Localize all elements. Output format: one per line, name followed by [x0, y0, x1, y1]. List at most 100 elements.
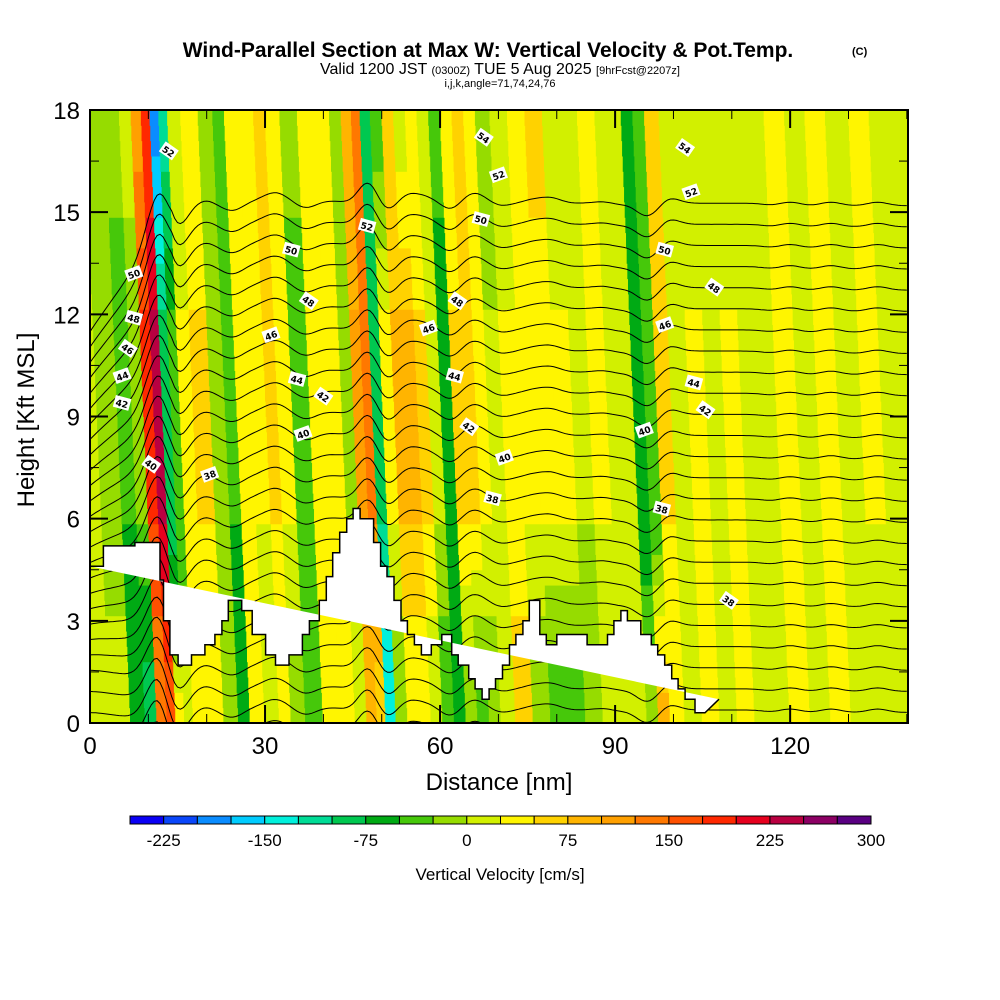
velocity-cell	[737, 309, 756, 326]
velocity-cell	[307, 355, 326, 372]
velocity-cell	[711, 110, 730, 126]
velocity-cell	[869, 615, 892, 632]
contour-label-text: 50	[283, 245, 298, 258]
velocity-cell	[366, 462, 376, 479]
velocity-cell	[855, 278, 877, 295]
velocity-cell	[383, 155, 397, 172]
velocity-cell	[458, 278, 472, 295]
velocity-cell	[284, 217, 303, 234]
velocity-cell	[165, 692, 176, 709]
velocity-cell	[168, 554, 179, 571]
velocity-cell	[261, 309, 275, 326]
velocity-cell	[213, 477, 230, 494]
contour-label-bg	[112, 395, 132, 411]
velocity-cell	[669, 692, 685, 709]
chart-subtitle-params: i,j,k,angle=71,74,24,76	[444, 78, 555, 90]
velocity-cell	[421, 217, 434, 234]
velocity-cell	[622, 140, 635, 157]
velocity-cell	[405, 677, 419, 693]
velocity-cell	[249, 355, 265, 372]
velocity-cell	[700, 263, 719, 280]
velocity-cell	[212, 447, 228, 463]
velocity-cell	[881, 416, 905, 433]
velocity-cell	[696, 171, 715, 188]
velocity-cell	[671, 416, 691, 433]
velocity-cell	[492, 186, 512, 203]
velocity-cell	[267, 447, 281, 463]
velocity-cell	[525, 539, 544, 555]
velocity-cell	[412, 293, 426, 310]
velocity-cell	[478, 462, 492, 479]
velocity-cell	[733, 217, 752, 234]
velocity-cell	[142, 155, 153, 172]
velocity-cell	[280, 125, 299, 142]
velocity-cell	[268, 186, 284, 203]
velocity-cell	[340, 707, 356, 723]
velocity-cell	[569, 339, 588, 356]
velocity-cell	[641, 600, 655, 617]
contour-label: 50	[655, 241, 674, 258]
velocity-cell	[496, 615, 513, 632]
velocity-cell	[485, 355, 501, 372]
velocity-cell	[817, 416, 840, 433]
velocity-cell	[806, 631, 828, 647]
velocity-cell	[545, 186, 564, 203]
velocity-cell	[717, 661, 736, 678]
velocity-cell	[620, 707, 636, 723]
velocity-cell	[445, 232, 458, 249]
colorbar-segment	[836, 815, 872, 825]
velocity-cell	[640, 293, 653, 310]
velocity-cell	[324, 339, 340, 356]
velocity-cell	[128, 677, 145, 693]
velocity-cell	[543, 554, 563, 571]
velocity-cell	[702, 309, 721, 326]
velocity-cell	[712, 140, 732, 157]
velocity-cell	[289, 339, 308, 356]
velocity-cell	[628, 554, 641, 571]
velocity-cell	[93, 324, 115, 341]
velocity-cell	[90, 263, 112, 280]
velocity-cell	[469, 247, 482, 264]
velocity-cell	[262, 677, 279, 693]
velocity-cell	[509, 569, 528, 586]
colorbar-tick-label: 0	[462, 831, 471, 850]
velocity-cell	[167, 523, 178, 540]
velocity-cell	[289, 677, 305, 693]
contour-label-bg	[298, 291, 319, 311]
velocity-cell	[119, 110, 132, 126]
velocity-cell	[148, 278, 158, 295]
velocity-cell	[494, 217, 513, 234]
velocity-cell	[148, 523, 160, 540]
velocity-cell	[90, 110, 106, 126]
velocity-cell	[648, 201, 664, 218]
velocity-cell	[335, 263, 349, 280]
velocity-cell	[255, 508, 272, 525]
velocity-cell	[704, 355, 723, 372]
velocity-cell	[126, 615, 142, 632]
velocity-cell	[249, 707, 266, 723]
theta-contour-line	[90, 288, 907, 410]
colorbar-tick-label: 225	[756, 831, 784, 850]
velocity-cell	[374, 661, 385, 678]
velocity-cell	[741, 416, 761, 433]
velocity-cell	[90, 171, 109, 188]
velocity-cell	[367, 493, 378, 509]
velocity-cell	[110, 247, 126, 264]
velocity-cell	[717, 263, 737, 280]
velocity-cell	[369, 110, 383, 126]
velocity-cell	[439, 646, 453, 663]
colorbar-segment	[196, 815, 232, 825]
velocity-cell	[568, 324, 588, 341]
velocity-cell	[619, 355, 633, 372]
velocity-cell	[364, 431, 375, 448]
velocity-cell	[700, 677, 719, 693]
velocity-cell	[876, 293, 900, 310]
velocity-cell	[273, 309, 289, 326]
velocity-cell	[384, 186, 398, 203]
velocity-cell	[95, 646, 108, 663]
velocity-cell	[828, 186, 853, 203]
y-tick-label: 12	[53, 302, 80, 329]
velocity-cell	[362, 370, 372, 387]
velocity-cell	[563, 615, 583, 632]
velocity-cell	[708, 462, 728, 479]
